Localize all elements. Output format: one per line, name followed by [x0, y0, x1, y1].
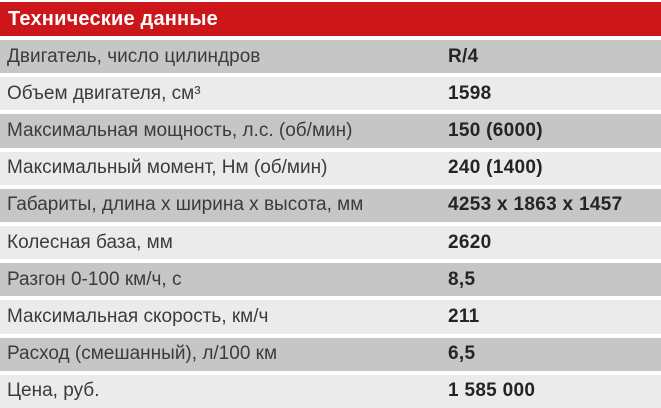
- spec-label: Объем двигателя, см³: [7, 82, 201, 104]
- spec-value: 150 (6000): [448, 119, 543, 141]
- spec-value: 8,5: [448, 268, 476, 290]
- spec-label: Максимальный момент, Нм (об/мин): [7, 157, 328, 179]
- table-title: Технические данные: [8, 7, 218, 30]
- spec-value: R/4: [448, 45, 479, 67]
- table-row: Разгон 0-100 км/ч, с 8,5: [0, 259, 661, 297]
- table-title-bar: Технические данные: [0, 2, 661, 36]
- table-row: Объем двигателя, см³ 1598: [0, 73, 661, 111]
- table-row: Цена, руб. 1 585 000: [0, 370, 661, 408]
- spec-label: Двигатель, число цилиндров: [7, 45, 261, 67]
- spec-label: Цена, руб.: [7, 380, 100, 402]
- spec-value: 211: [448, 305, 480, 327]
- spec-label: Разгон 0-100 км/ч, с: [7, 268, 182, 290]
- table-row: Габариты, длина x ширина x высота, мм 42…: [0, 184, 661, 222]
- spec-value: 1598: [448, 82, 492, 104]
- spec-label: Максимальная скорость, км/ч: [7, 305, 269, 327]
- spec-value: 240 (1400): [448, 157, 543, 179]
- table-rows: Двигатель, число цилиндров R/4 Объем дви…: [0, 36, 661, 408]
- spec-label: Расход (смешанный), л/100 км: [7, 343, 278, 365]
- spec-label: Колесная база, мм: [7, 231, 173, 253]
- table-row: Расход (смешанный), л/100 км 6,5: [0, 333, 661, 371]
- spec-label: Габариты, длина x ширина x высота, мм: [7, 194, 364, 216]
- table-row: Максимальный момент, Нм (об/мин) 240 (14…: [0, 147, 661, 185]
- table-row: Максимальная мощность, л.с. (об/мин) 150…: [0, 110, 661, 148]
- spec-value: 6,5: [448, 343, 476, 365]
- spec-label: Максимальная мощность, л.с. (об/мин): [7, 119, 353, 141]
- table-row: Максимальная скорость, км/ч 211: [0, 296, 661, 334]
- table-row: Колесная база, мм 2620: [0, 221, 661, 260]
- spec-value: 4253 x 1863 x 1457: [448, 194, 623, 216]
- table-row: Двигатель, число цилиндров R/4: [0, 36, 661, 74]
- spec-value: 1 585 000: [448, 380, 536, 402]
- spec-value: 2620: [448, 231, 492, 253]
